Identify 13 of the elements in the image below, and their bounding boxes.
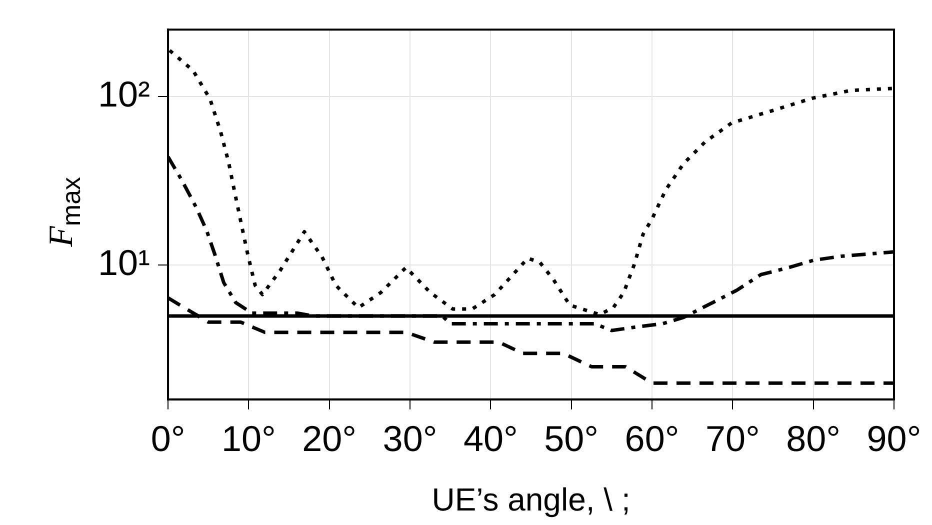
x-tick-label: 60° [624, 418, 680, 459]
x-tick-label: 40° [463, 418, 518, 459]
x-tick-label: 50° [544, 418, 599, 459]
x-tick-label: 0° [150, 418, 186, 459]
x-tick-label: 30° [382, 418, 438, 459]
x-tick-label: 20° [302, 418, 357, 459]
x-tick-label: 90° [866, 418, 922, 459]
x-tick-label: 70° [705, 418, 760, 459]
y-tick-label: 10² [98, 74, 150, 115]
x-tick-label: 10° [221, 418, 276, 459]
y-tick-label: 10¹ [98, 242, 150, 284]
x-tick-label: 80° [786, 418, 841, 459]
x-axis-title: UE’s angle, \ ; [432, 482, 630, 518]
